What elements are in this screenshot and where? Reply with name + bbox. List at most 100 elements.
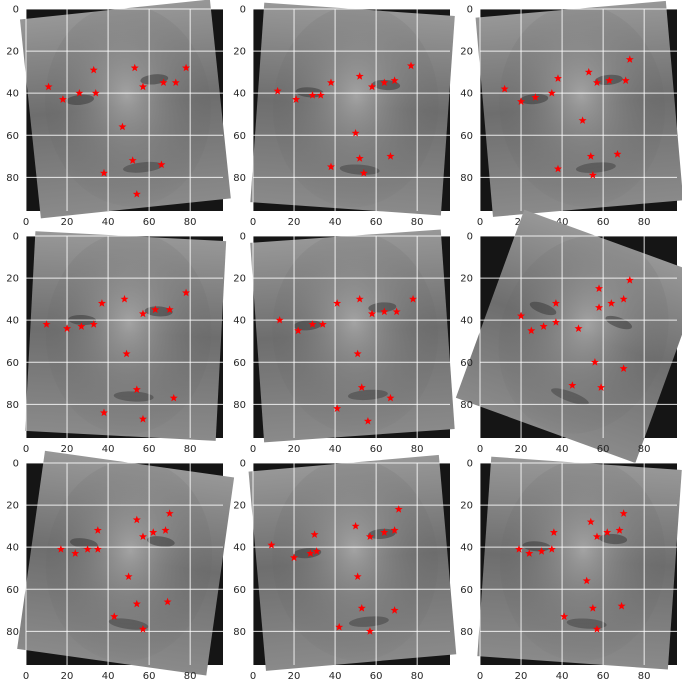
keypoint-marker — [592, 532, 601, 541]
keypoint-marker — [615, 526, 624, 534]
keypoint-marker — [386, 152, 395, 160]
keypoint-marker — [77, 322, 86, 330]
x-tick-label: 20 — [288, 671, 301, 682]
y-tick-label: 40 — [460, 89, 473, 100]
y-tick-label: 60 — [6, 585, 19, 596]
keypoint-marker — [386, 393, 395, 402]
keypoint-marker — [306, 549, 315, 557]
keypoint-marker — [56, 545, 65, 553]
keypoint-marker — [44, 82, 53, 91]
x-tick-label: 80 — [638, 217, 651, 228]
x-tick-label: 0 — [23, 444, 29, 455]
y-tick-label: 80 — [6, 173, 19, 184]
keypoint-marker — [357, 603, 366, 612]
keypoint-marker — [549, 528, 558, 536]
keypoint-marker — [595, 303, 604, 311]
x-tick-label: 40 — [556, 444, 569, 455]
keypoint-marker — [99, 408, 108, 417]
y-tick-label: 40 — [233, 543, 246, 554]
keypoint-marker — [124, 572, 133, 581]
keypoint-marker — [292, 95, 301, 103]
keypoint-marker — [333, 299, 342, 307]
x-tick-label: 0 — [250, 444, 256, 455]
keypoint-marker — [407, 61, 415, 70]
keypoint-marker — [89, 320, 98, 328]
keypoint-marker — [132, 189, 141, 198]
keypoint-marker — [595, 284, 604, 292]
x-tick-label: 20 — [288, 444, 301, 455]
keypoint-marker — [159, 78, 168, 87]
y-tick-label: 80 — [460, 400, 473, 411]
y-tick-label: 20 — [460, 47, 473, 58]
grid-lines — [25, 235, 223, 438]
keypoint-marker — [617, 601, 626, 610]
keypoint-marker — [93, 545, 102, 553]
x-tick-label: 80 — [411, 444, 424, 455]
x-tick-label: 40 — [102, 671, 115, 682]
keypoint-marker — [128, 156, 137, 164]
keypoint-marker — [138, 309, 147, 318]
y-tick-label: 0 — [13, 232, 19, 243]
keypoint-marker — [326, 162, 335, 171]
y-tick-label: 20 — [460, 501, 473, 512]
keypoint-marker — [89, 65, 98, 74]
keypoint-marker — [353, 349, 362, 358]
keypoint-marker — [333, 404, 342, 412]
x-tick-label: 40 — [556, 217, 569, 228]
keypoint-marker — [578, 116, 587, 124]
keypoint-marker — [171, 78, 180, 87]
keypoint-marker — [161, 526, 170, 534]
y-tick-label: 60 — [233, 358, 246, 369]
keypoint-marker — [553, 164, 562, 173]
keypoint-marker — [592, 78, 601, 87]
y-tick-label: 40 — [233, 316, 246, 327]
y-tick-label: 60 — [460, 358, 473, 369]
keypoint-marker — [138, 532, 147, 541]
keypoint-marker — [310, 530, 319, 538]
keypoint-marker — [582, 576, 591, 585]
keypoint-marker — [267, 540, 276, 549]
y-tick-label: 80 — [460, 173, 473, 184]
keypoint-marker — [75, 88, 84, 97]
grid-lines — [479, 462, 677, 665]
x-tick-label: 80 — [411, 217, 424, 228]
keypoint-marker — [365, 532, 374, 541]
x-tick-label: 40 — [329, 217, 342, 228]
keypoint-marker — [603, 528, 612, 536]
keypoint-marker — [308, 320, 317, 328]
keypoint-marker — [169, 393, 178, 402]
chart-panel-5: 0 20 40 60 80 0 20 40 60 80 — [233, 229, 455, 455]
keypoint-marker — [568, 381, 577, 389]
x-tick-label: 80 — [638, 444, 651, 455]
y-tick-label: 0 — [13, 459, 19, 470]
keypoint-marker — [621, 76, 630, 84]
keypoint-marker — [58, 95, 67, 103]
grid-lines — [252, 8, 450, 211]
x-tick-label: 60 — [370, 444, 383, 455]
keypoint-marker — [355, 154, 364, 162]
keypoint-marker — [380, 307, 389, 316]
chart-panel-8: 0 20 40 60 80 0 20 40 60 80 — [233, 454, 457, 682]
keypoint-marker — [93, 526, 102, 534]
keypoint-marker — [586, 517, 595, 526]
keypoint-marker — [537, 547, 546, 555]
keypoint-marker — [63, 324, 72, 332]
keypoint-marker — [318, 320, 327, 328]
y-tick-label: 40 — [233, 89, 246, 100]
y-tick-label: 40 — [6, 316, 19, 327]
x-tick-label: 60 — [597, 217, 610, 228]
keypoint-marker — [531, 93, 540, 101]
y-tick-label: 20 — [6, 501, 19, 512]
x-tick-label: 0 — [477, 444, 483, 455]
face-image — [477, 456, 682, 670]
keypoint-marker — [500, 84, 509, 93]
keypoint-marker — [409, 294, 418, 303]
grid-lines — [252, 235, 450, 438]
keypoint-marker — [71, 549, 80, 557]
keypoint-marker — [525, 549, 534, 557]
chart-panel-4: 0 20 40 60 80 0 20 40 60 80 — [6, 230, 227, 455]
keypoint-marker — [527, 326, 536, 335]
keypoint-marker — [380, 528, 389, 536]
keypoint-marker — [588, 171, 597, 179]
